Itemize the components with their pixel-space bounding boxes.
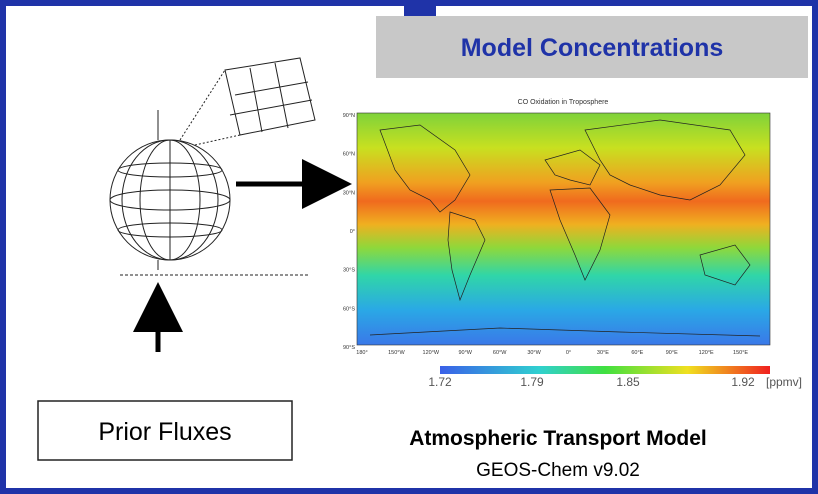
lat-label: 90°S: [343, 345, 355, 351]
lon-label: 60°E: [631, 350, 643, 356]
globe: [109, 57, 316, 276]
header-box: [376, 16, 808, 78]
colorbar-label: 1.79: [520, 375, 544, 389]
lon-label: 30°E: [597, 350, 609, 356]
header-title: Model Concentrations: [461, 34, 724, 62]
lat-label: 90°N: [343, 113, 355, 119]
lon-label: 90°W: [458, 350, 472, 356]
lat-label: 60°N: [343, 152, 355, 158]
input-box: [37, 400, 293, 461]
lon-label: 60°W: [493, 350, 507, 356]
lat-label: 0°: [350, 229, 355, 235]
lon-labels: 180° 150°W 120°W 90°W 60°W 30°W 0° 30°E 60°E 90°E…: [356, 350, 748, 356]
lat-label: 30°N: [343, 190, 355, 196]
model-version: GEOS-Chem v9.02: [476, 460, 640, 481]
lat-label: 30°S: [343, 268, 355, 274]
lon-label: 90°E: [666, 350, 678, 356]
input-label: Prior Fluxes: [98, 418, 231, 446]
lon-label: 30°W: [527, 350, 541, 356]
colorbar: [440, 366, 770, 374]
colorbar-unit: [ppmv]: [766, 375, 802, 389]
lon-label: 0°: [566, 350, 571, 356]
colorbar-label: 1.72: [428, 375, 452, 389]
lat-label: 60°S: [343, 306, 355, 312]
lon-label: 120°W: [423, 350, 440, 356]
continents: [369, 119, 761, 337]
lat-labels: 90°N 60°N 30°N 0° 30°S 60°S 90°S: [343, 113, 356, 351]
lon-label: 150°W: [388, 350, 405, 356]
lon-label: 180°: [356, 350, 367, 356]
lon-label: 150°E: [733, 350, 748, 356]
colorbar-label: 1.92: [731, 375, 755, 389]
lon-label: 120°E: [699, 350, 714, 356]
model-name: Atmospheric Transport Model: [409, 427, 707, 450]
map-title: CO Oxidation in Troposphere: [518, 99, 609, 106]
top-tab: [404, 0, 436, 16]
colorbar-label: 1.85: [616, 375, 640, 389]
colorbar-labels: 1.72 1.79 1.85 1.92: [428, 375, 755, 389]
